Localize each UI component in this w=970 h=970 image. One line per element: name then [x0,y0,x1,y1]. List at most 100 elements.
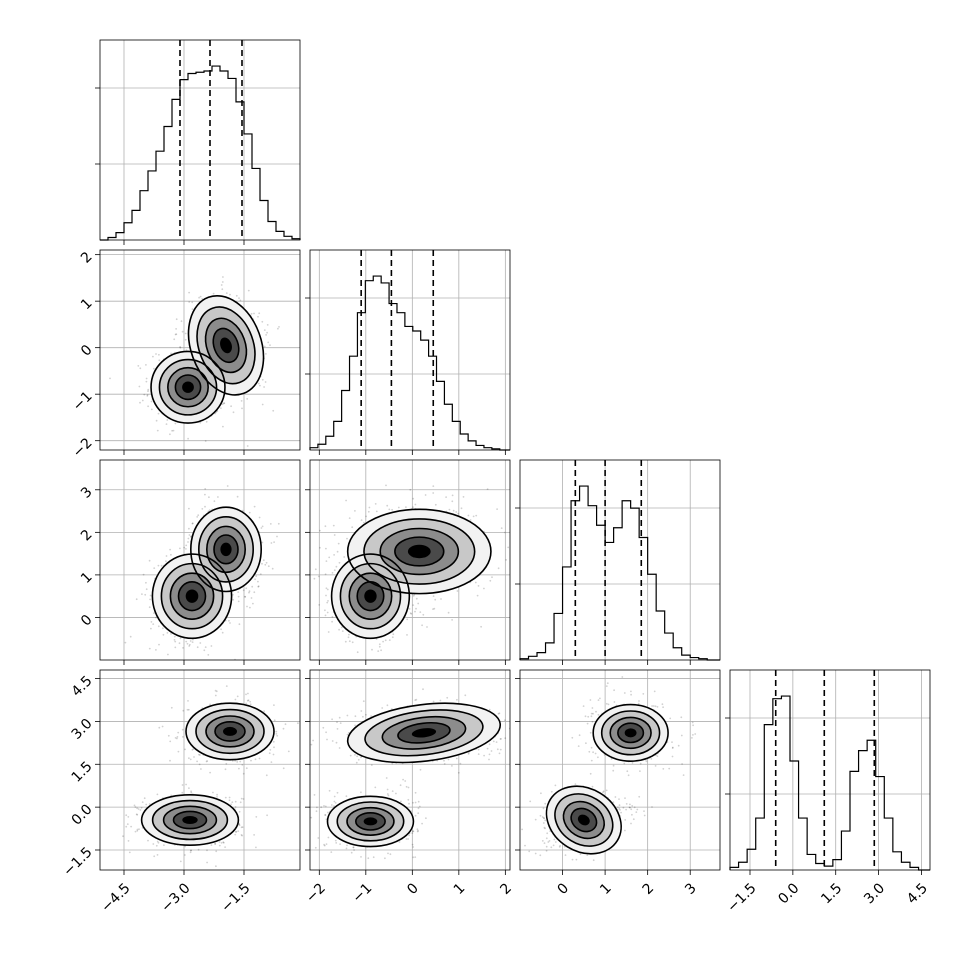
xtick-label-2-0: 0 [555,880,573,898]
histogram-panel-3 [725,669,931,871]
contour-line-1-3-0-2 [346,806,395,836]
contour-line-1-3-1-0 [346,702,502,764]
density-fill-0-3-0-4 [182,816,198,824]
panel-frame-0-0 [99,39,301,241]
joint-panel-0-3 [99,669,301,871]
contour-line-1-2-0-3 [356,581,385,612]
contour-line-0-3-1-2 [205,715,255,748]
contour-line-0-1-0-1 [158,358,218,416]
density-fill-0-2-1-4 [220,542,232,557]
xtick-label-3-4: 4.5 [904,880,931,907]
density-fill-0-1-1-4 [220,337,232,354]
contour-line-0-3-0-1 [151,799,229,841]
contour-line-1-2-1-3 [394,536,445,567]
contour-line-0-1-0-2 [167,366,209,408]
contour-line-0-3-0-0 [140,794,240,846]
contour-line-1-3-1-3 [397,721,451,744]
contour-line-1-3-0-0 [326,795,415,848]
contour-line-1-3-0-3 [355,812,386,831]
contour-line-1-3-0-1 [336,801,405,842]
panel-frame-0-2 [99,459,301,661]
xtick-label-3-3: 3.0 [861,880,888,907]
contour-line-0-2-1-2 [206,525,247,574]
contour-line-0-2-1-1 [198,516,255,583]
contour-line-0-1-0-0 [150,350,226,424]
contour-line-1-2-0-1 [339,562,402,630]
joint-panel-0-1 [99,249,301,451]
contour-line-2-3-0-0 [545,785,622,855]
panel-frame-0-3 [99,669,301,871]
contour-line-2-3-0-3 [570,807,598,833]
contour-line-1-2-1-1 [363,518,476,585]
histogram-panel-0 [95,39,301,241]
contour-line-0-3-1-3 [214,720,246,742]
contour-line-0-3-1-1 [195,708,265,755]
histogram-step-0 [100,65,301,241]
panel-frame-1-1 [309,249,511,451]
histogram-step-2 [519,485,720,661]
xtick-label-2-1: 1 [597,880,615,898]
contour-line-0-1-0-3 [174,374,202,401]
contour-line-2-3-1-2 [609,716,652,750]
density-fill-1-2-0-4 [364,589,377,603]
contour-line-1-3-1-1 [364,709,484,757]
xtick-label-2-2: 2 [640,880,658,898]
contour-line-2-3-1-1 [600,710,661,756]
ytick-label-3-1: 0.0 [69,801,96,828]
ytick-label-2-0: 0 [78,612,96,630]
xtick-label-2-3: 3 [682,880,700,898]
contour-line-2-3-1-3 [617,722,645,744]
density-fill-2-3-1-4 [624,728,637,738]
contour-line-0-2-1-3 [213,534,239,565]
density-fill-1-3-0-4 [363,817,378,826]
density-fill-1-3-1-4 [411,728,437,738]
xtick-label-1-1: −1 [350,880,376,906]
panel-frame-0-1 [99,249,301,451]
contour-line-0-2-0-3 [177,581,207,612]
xtick-label-1-0: −2 [303,880,329,906]
density-fill-1-2-1-4 [407,544,431,559]
ytick-label-1-0: −2 [70,435,96,461]
contour-line-0-1-1-3 [212,327,240,364]
contour-line-0-2-0-2 [169,572,215,620]
panel-frame-2-3 [519,669,721,871]
contour-line-0-3-0-2 [162,805,218,835]
ytick-label-1-3: 1 [78,296,96,314]
xtick-label-1-3: 1 [451,880,469,898]
density-fill-2-3-0-4 [577,814,590,826]
ytick-label-3-0: −1.5 [60,844,95,879]
xtick-label-1-4: 2 [497,880,515,898]
contour-line-1-2-0-0 [330,553,411,640]
ytick-label-3-3: 3.0 [69,716,96,743]
ytick-label-1-1: −1 [70,389,96,415]
histogram-step-1 [309,275,510,451]
contour-line-0-2-0-0 [151,553,233,640]
contour-line-2-3-1-0 [592,703,669,762]
contour-line-0-3-0-3 [172,810,208,830]
contour-line-2-3-0-2 [562,800,605,840]
contour-line-0-2-0-1 [160,562,224,630]
joint-panel-2-3 [519,669,721,871]
joint-panel-0-2 [99,459,301,661]
contour-line-0-1-1-1 [196,306,256,385]
ytick-label-2-2: 2 [78,527,96,545]
density-fill-0-1-0-4 [182,381,194,393]
xtick-label-3-2: 1.5 [818,880,845,907]
joint-panel-1-3 [309,669,511,871]
ytick-label-2-1: 1 [78,569,96,587]
contour-line-1-2-0-2 [348,572,393,620]
xtick-label-3-1: 0.0 [775,880,802,907]
xtick-label-0-2: −1.5 [218,880,253,915]
panel-frame-2-2 [519,459,721,661]
contour-line-1-2-1-0 [346,508,492,595]
ytick-label-3-2: 1.5 [69,759,96,786]
contour-line-1-3-1-2 [381,715,467,750]
panel-frame-1-3 [309,669,511,871]
xtick-label-1-2: 0 [404,880,422,898]
contour-line-0-3-1-0 [185,702,275,761]
panel-frame-3-3 [729,669,931,871]
contour-line-1-2-1-2 [379,527,460,576]
contour-line-0-2-1-0 [190,506,263,593]
contour-line-2-3-0-1 [554,793,614,847]
